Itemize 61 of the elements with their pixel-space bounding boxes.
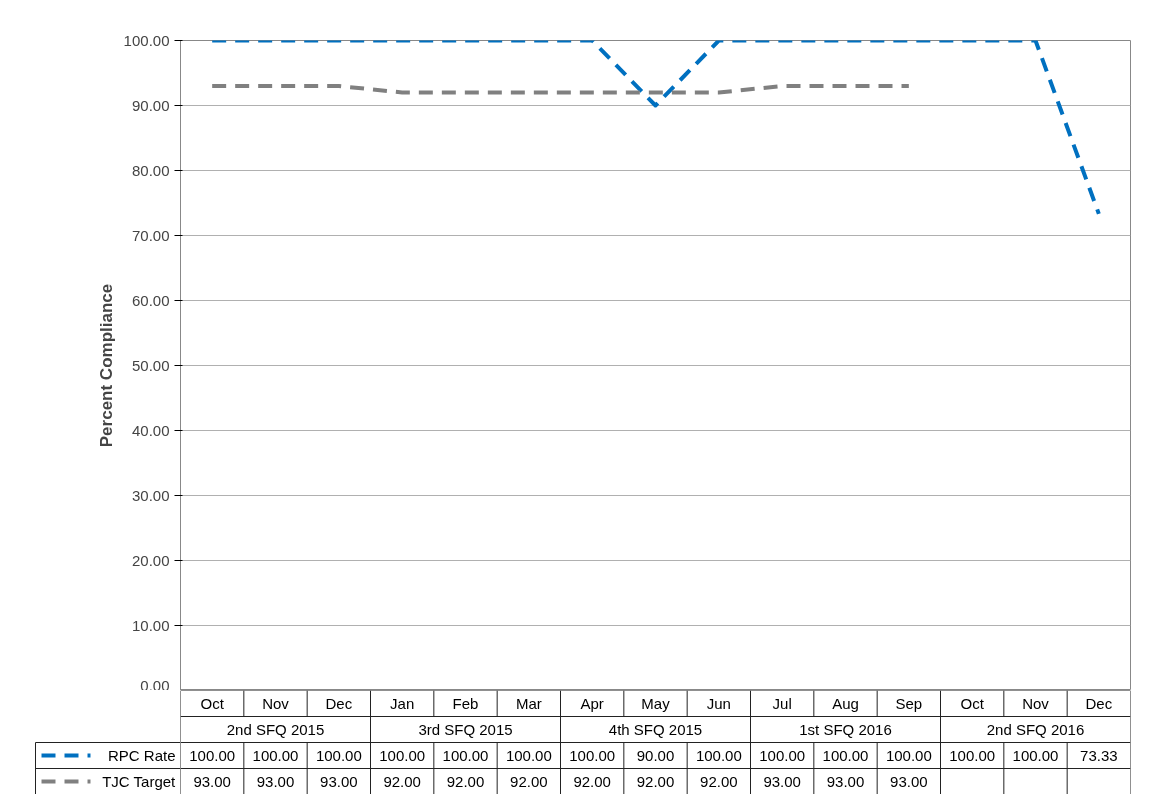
data-label: 92.00 [636,772,675,790]
data-label: 100.00 [379,746,426,764]
data-label: 100.00 [1012,746,1059,764]
data-label: 100.00 [252,746,299,764]
y-tick-label: 10.00 [131,616,170,634]
x-tick-label: Sep [895,695,923,712]
data-label: 92.00 [446,772,485,790]
data-label: 100.00 [759,746,806,764]
y-tick-label: 50.00 [131,356,170,374]
y-tick-label: 0.00 [140,676,170,694]
data-label: 100.00 [949,746,996,764]
x-tick-label: May [641,695,671,712]
data-label: 100.00 [569,746,616,764]
y-tick-label: 20.00 [131,551,170,569]
x-tick-label: Apr [580,695,604,712]
x-tick-label: Jun [706,695,731,712]
x-tick-label: Jul [772,695,792,712]
text: 3rd SFQ 2015 [418,721,513,738]
y-tick-label: 100.00 [123,31,170,49]
data-label: 93.00 [763,772,801,790]
data-label: 93.00 [890,772,928,790]
data-label: 100.00 [315,746,362,764]
y-tick-label: 40.00 [131,421,170,439]
y-axis-title: Percent Compliance [96,283,116,448]
text: 4th SFQ 2015 [608,721,703,738]
data-label: 92.00 [700,772,738,790]
x-tick-label: Jan [390,695,415,712]
data-label: 100.00 [189,746,236,764]
x-tick-label: Oct [960,695,985,712]
data-label: 93.00 [256,772,295,790]
text: 2nd SFQ 2016 [986,721,1085,738]
x-tick-label: Oct [200,695,225,712]
data-label: 92.00 [573,772,611,790]
data-label: 100.00 [442,746,489,764]
x-tick-label: Nov [1022,695,1050,712]
y-tick-label: 30.00 [131,486,170,504]
data-label: 100.00 [885,746,932,764]
data-label: 73.33 [1080,746,1118,764]
data-label: 100.00 [695,746,742,764]
y-tick-label: 80.00 [131,161,170,179]
x-tick-label: Dec [325,695,353,712]
text: 2nd SFQ 2015 [226,721,325,738]
data-label: 92.00 [383,772,421,790]
y-tick-label: 60.00 [131,291,170,309]
data-label: 93.00 [193,772,231,790]
data-label: 92.00 [510,772,548,790]
x-tick-label: Feb [452,695,479,712]
x-tick-label: Aug [832,695,859,712]
data-label: 90.00 [636,746,675,764]
legend-label: TJC Target [102,773,177,790]
x-tick-label: Dec [1085,695,1113,712]
text: 1st SFQ 2016 [799,721,892,738]
data-label: 100.00 [822,746,869,764]
legend-label: RPC Rate [107,747,176,764]
x-tick-label: Mar [515,695,542,712]
y-tick-label: 90.00 [131,96,170,114]
data-label: 93.00 [826,772,865,790]
data-label: 100.00 [505,746,552,764]
x-tick-label: Nov [262,695,290,712]
data-label: 93.00 [320,772,358,790]
y-tick-label: 70.00 [131,226,170,244]
